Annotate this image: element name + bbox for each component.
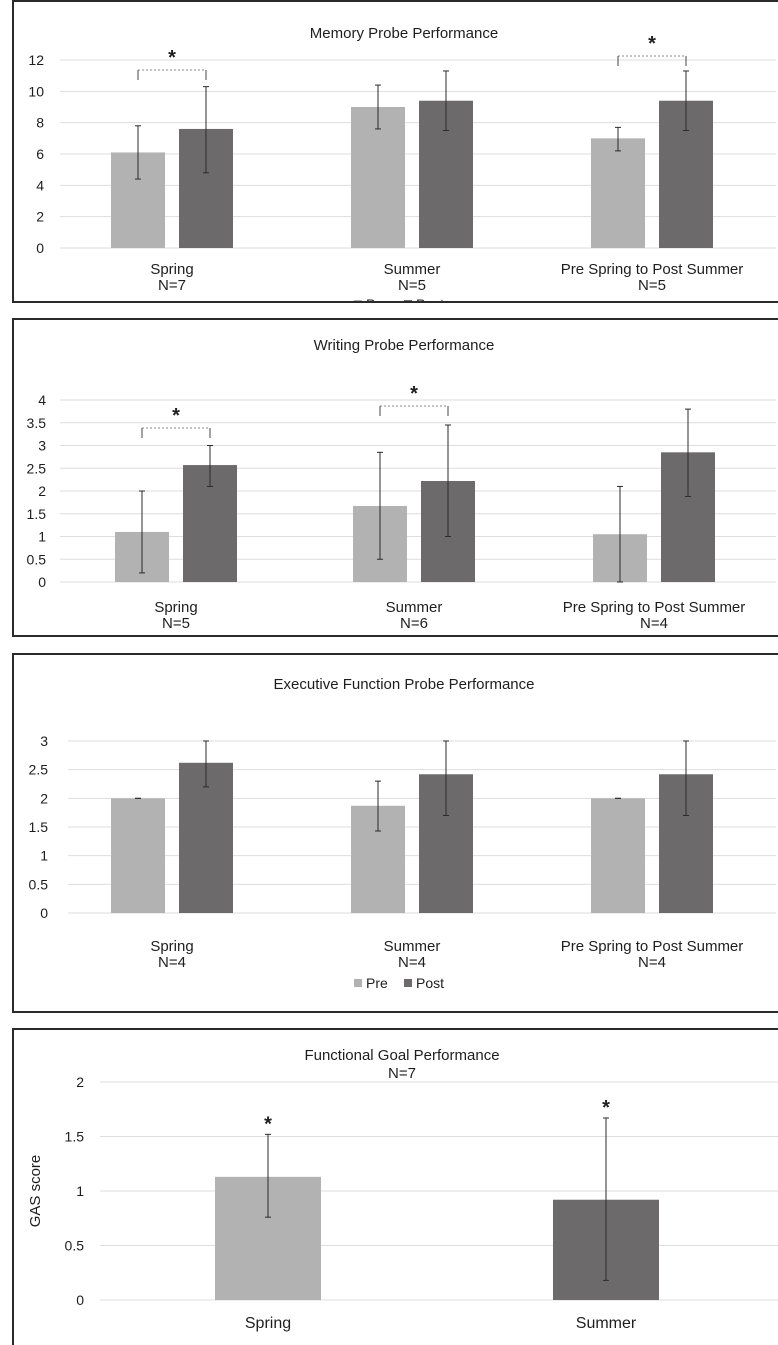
y-tick-label: 1.5 (27, 506, 47, 522)
y-tick-label: 8 (36, 115, 44, 131)
y-tick-label: 1 (76, 1183, 84, 1199)
memory-probe-chart: Memory Probe Performance 0 2 4 6 8 10 12 Spring N… (12, 0, 778, 303)
n-label: N=5 (398, 277, 426, 294)
legend-label-pre: Pre (366, 975, 388, 991)
significance-star: * (264, 1113, 272, 1135)
y-tick-label: 0 (40, 905, 48, 921)
y-tick-label: 1 (40, 848, 48, 864)
writing-probe-svg: Writing Probe Performance 0 0.5 1 1.5 2 2.5 3 3.… (27, 337, 776, 635)
significance-star: * (648, 33, 656, 55)
n-label: N=4 (638, 954, 666, 971)
legend-label-post: Post (418, 634, 446, 635)
y-axis-label: GAS score (27, 1155, 44, 1228)
bar-pre (591, 798, 645, 913)
category-label: Spring (245, 1315, 291, 1332)
y-tick-label: 2.5 (27, 460, 47, 476)
significance-star: * (168, 47, 176, 69)
y-tick-label: 6 (36, 146, 44, 162)
y-tick-label: 0 (36, 240, 44, 256)
executive-function-chart: Executive Function Probe Performance 0 0.5… (12, 653, 778, 1013)
legend-label-post: Post (416, 296, 444, 301)
bar-pre (591, 138, 645, 248)
y-tick-label: 0.5 (29, 876, 49, 892)
bar-pre (111, 798, 165, 913)
y-tick-label: 4 (36, 177, 44, 193)
chart-title: Memory Probe Performance (310, 25, 498, 42)
y-tick-label: 10 (28, 83, 44, 99)
y-tick-label: 1.5 (65, 1129, 85, 1145)
y-tick-label: 0.5 (27, 551, 47, 567)
chart-title: Executive Function Probe Performance (274, 676, 535, 693)
category-label: Pre Spring to Post Summer (563, 599, 746, 616)
legend-swatch-pre (354, 979, 362, 987)
n-label: N=7 (158, 277, 186, 294)
category-label: Spring (154, 599, 197, 616)
category-label: Summer (576, 1315, 637, 1332)
y-tick-label: 3 (40, 733, 48, 749)
n-label: N=6 (400, 615, 428, 632)
legend-swatch-post (404, 300, 412, 301)
n-label: N=5 (638, 277, 666, 294)
n-label: N=4 (158, 954, 186, 971)
category-label: Summer (386, 599, 443, 616)
chart-subtitle: N=7 (388, 1065, 416, 1082)
significance-star: * (172, 405, 180, 427)
legend-label-post: Post (416, 975, 444, 991)
bar-pre (351, 107, 405, 248)
y-tick-label: 0 (76, 1292, 84, 1308)
legend-swatch-pre (354, 300, 362, 301)
category-label: Pre Spring to Post Summer (561, 261, 744, 278)
y-tick-label: 2 (40, 790, 48, 806)
legend-label-pre: Pre (368, 634, 390, 635)
category-label: Summer (384, 261, 441, 278)
y-tick-label: 3 (38, 438, 46, 454)
y-tick-label: 3.5 (27, 415, 47, 431)
category-label: Summer (384, 938, 441, 955)
memory-probe-svg: Memory Probe Performance024681012SpringN… (28, 25, 776, 301)
y-tick-label: 4 (38, 392, 46, 408)
category-label: Spring (150, 261, 193, 278)
legend-swatch-post (404, 979, 412, 987)
functional-goal-chart: Functional Goal Performance N=7 GAS score 0… (12, 1028, 778, 1345)
significance-star: * (410, 383, 418, 405)
y-tick-label: 2 (38, 483, 46, 499)
executive-function-svg: Executive Function Probe Performance 0 0.5… (29, 676, 776, 991)
chart-title: Writing Probe Performance (314, 337, 495, 354)
n-label: N=5 (162, 615, 190, 632)
writing-probe-chart: Writing Probe Performance 0 0.5 1 1.5 2 2.5 3 3.… (12, 318, 778, 637)
category-label: Spring (150, 938, 193, 955)
y-tick-label: 0.5 (65, 1238, 85, 1254)
y-tick-label: 1 (38, 529, 46, 545)
y-tick-label: 2 (36, 209, 44, 225)
n-label: N=4 (640, 615, 668, 632)
y-tick-label: 1.5 (29, 819, 49, 835)
significance-star: * (602, 1097, 610, 1119)
chart-title: Functional Goal Performance (304, 1047, 499, 1064)
bar-post (179, 762, 233, 913)
y-tick-label: 2.5 (29, 762, 49, 778)
y-tick-label: 2 (76, 1074, 84, 1090)
category-label: Pre Spring to Post Summer (561, 938, 744, 955)
n-label: N=4 (398, 954, 426, 971)
y-tick-label: 12 (28, 52, 44, 68)
legend-label-pre: Pre (366, 296, 388, 301)
y-tick-label: 0 (38, 574, 46, 590)
